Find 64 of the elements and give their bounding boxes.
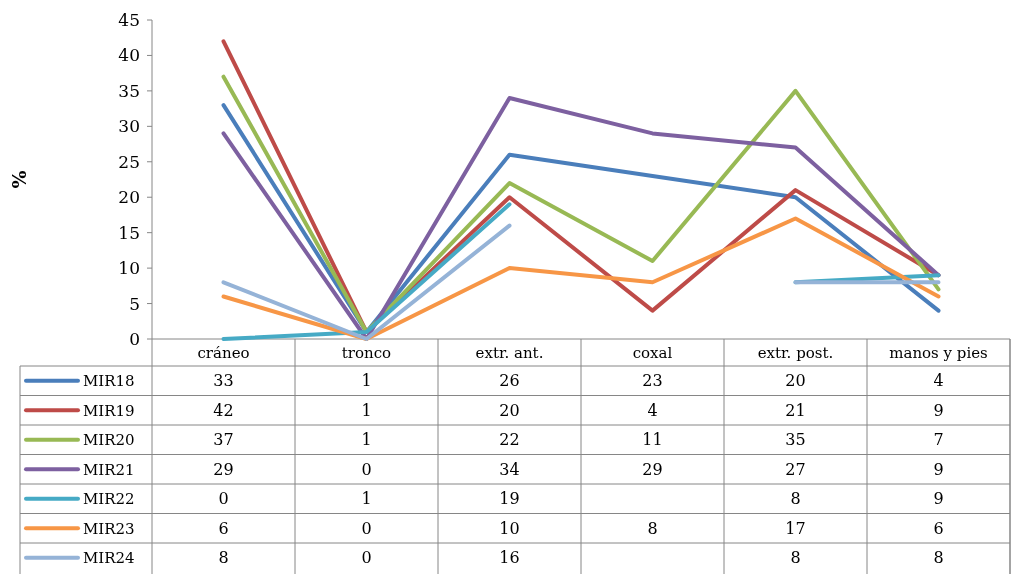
data-label: 42 [213,400,234,420]
data-label: 4 [933,371,944,391]
data-label: 0 [218,489,229,509]
y-tick-label: 25 [118,151,140,172]
legend-label: MIR23 [83,519,135,538]
data-label: 8 [933,548,944,568]
data-label: 33 [213,371,234,391]
data-label: 19 [499,489,520,509]
data-label: 1 [361,371,372,391]
data-label: 23 [642,371,663,391]
data-label: 20 [785,371,806,391]
data-label: 0 [361,518,372,538]
x-tick-label: manos y pies [889,343,988,362]
data-label: 29 [213,459,234,479]
data-label: 8 [647,518,658,538]
data-label: 7 [933,430,944,450]
data-label: 0 [361,459,372,479]
data-label: 1 [361,489,372,509]
data-label: 26 [499,371,520,391]
data-label: 9 [933,400,944,420]
legend-label: MIR18 [83,372,135,390]
data-label: 27 [785,459,806,479]
y-tick-label: 10 [118,258,140,279]
data-label: 10 [499,518,520,538]
y-tick-label: 0 [129,328,140,349]
legend-label: MIR19 [83,401,135,420]
data-label: 20 [499,400,520,420]
data-label: 11 [642,430,663,450]
y-tick-label: 45 [118,9,140,30]
data-label: 6 [933,518,944,538]
data-label: 9 [933,459,944,479]
data-label: 17 [785,518,806,538]
data-label: 34 [499,459,520,479]
y-tick-label: 20 [118,187,140,208]
data-label: 1 [361,400,372,420]
x-tick-label: extr. ant. [475,343,544,362]
data-label: 35 [785,430,806,450]
legend-label: MIR21 [83,460,135,479]
data-label: 22 [499,430,520,450]
y-tick-label: 35 [118,80,140,101]
data-label: 8 [790,548,801,568]
data-label: 1 [361,430,372,450]
y-axis-title: % [8,170,30,189]
legend-label: MIR24 [83,549,135,567]
data-label: 21 [785,400,806,420]
data-label: 9 [933,489,944,509]
y-tick-label: 15 [118,222,140,243]
data-label: 29 [642,459,663,479]
y-tick-label: 40 [118,45,140,66]
data-label: 0 [361,548,372,568]
y-tick-label: 5 [129,293,140,314]
data-label: 6 [218,518,229,538]
data-label: 8 [218,548,229,568]
data-label: 8 [790,489,801,509]
legend-label: MIR20 [83,431,135,449]
x-tick-label: cráneo [197,343,250,362]
data-label: 16 [499,548,520,568]
data-label: 37 [213,430,234,450]
x-tick-label: extr. post. [757,343,834,362]
legend-label: MIR22 [83,490,135,508]
x-tick-label: coxal [632,343,673,362]
y-tick-label: 30 [118,116,140,137]
data-label: 4 [647,400,658,420]
x-tick-label: tronco [341,343,392,362]
